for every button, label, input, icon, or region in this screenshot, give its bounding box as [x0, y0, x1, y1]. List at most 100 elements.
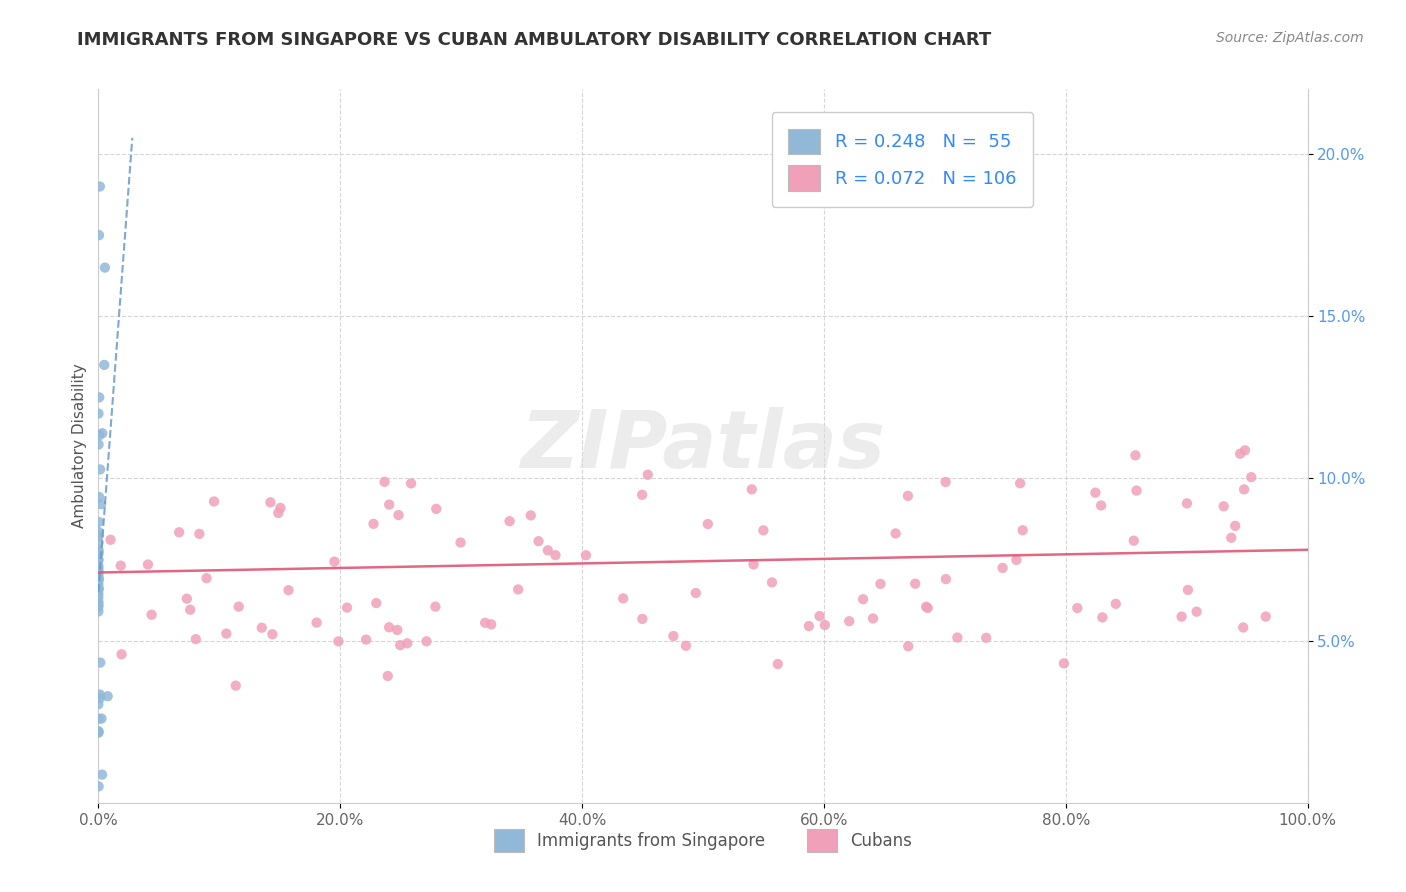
Point [1011, 523, 1033, 537]
Point [87, 582, 110, 596]
Point [1220, 531, 1243, 545]
Point [662, 629, 685, 643]
Point [752, 524, 775, 538]
Point [141, 607, 163, 622]
Point [110, 648, 132, 662]
Point [87, 544, 110, 558]
Point [90, 497, 112, 511]
Point [1091, 610, 1114, 624]
Point [87, 524, 110, 539]
Point [869, 577, 891, 591]
Point [87, 574, 110, 588]
Point [1175, 496, 1198, 510]
Point [1053, 657, 1076, 671]
Point [87, 569, 110, 583]
Point [89, 428, 111, 442]
Text: ZIPatlas: ZIPatlas [520, 407, 886, 485]
Point [87, 552, 110, 566]
Point [378, 498, 401, 512]
Point [1240, 470, 1263, 484]
Point [696, 516, 718, 531]
Point [179, 603, 201, 617]
Point [1122, 533, 1144, 548]
Point [399, 476, 422, 491]
Point [415, 634, 437, 648]
Point [136, 558, 159, 572]
Point [1233, 483, 1256, 497]
Point [685, 586, 707, 600]
Point [1010, 476, 1032, 491]
Point [741, 483, 763, 497]
Point [87, 595, 110, 609]
Point [363, 516, 385, 531]
Legend: Immigrants from Singapore, Cubans: Immigrants from Singapore, Cubans [481, 815, 925, 866]
Point [91, 767, 114, 781]
Point [935, 475, 957, 489]
Point [387, 623, 409, 637]
Point [897, 489, 920, 503]
Point [323, 555, 346, 569]
Point [1005, 553, 1028, 567]
Point [897, 639, 920, 653]
Point [188, 527, 211, 541]
Point [87, 536, 110, 550]
Point [167, 525, 190, 540]
Point [87, 545, 110, 559]
Point [612, 591, 634, 606]
Point [87, 577, 110, 591]
Point [904, 576, 927, 591]
Point [935, 572, 957, 586]
Point [176, 591, 198, 606]
Point [87, 698, 110, 712]
Point [91, 426, 114, 441]
Point [1232, 620, 1254, 634]
Point [110, 558, 132, 573]
Point [884, 526, 907, 541]
Text: Source: ZipAtlas.com: Source: ZipAtlas.com [1216, 31, 1364, 45]
Point [378, 620, 401, 634]
Point [89, 490, 111, 504]
Point [527, 534, 550, 549]
Point [87, 604, 110, 618]
Point [742, 558, 765, 572]
Point [537, 543, 560, 558]
Point [1229, 447, 1251, 461]
Point [366, 596, 388, 610]
Point [631, 488, 654, 502]
Point [974, 631, 997, 645]
Point [94, 260, 117, 275]
Point [215, 626, 238, 640]
Point [377, 669, 399, 683]
Point [87, 553, 110, 567]
Point [267, 506, 290, 520]
Point [1185, 605, 1208, 619]
Y-axis label: Ambulatory Disability: Ambulatory Disability [72, 364, 87, 528]
Point [766, 657, 789, 671]
Point [1212, 500, 1234, 514]
Point [87, 724, 110, 739]
Point [87, 564, 110, 578]
Point [631, 612, 654, 626]
Point [544, 548, 567, 562]
Point [277, 583, 299, 598]
Point [100, 533, 122, 547]
Point [89, 688, 111, 702]
Point [1090, 499, 1112, 513]
Point [87, 572, 110, 586]
Point [838, 614, 860, 628]
Point [87, 725, 110, 739]
Point [259, 495, 281, 509]
Point [915, 599, 938, 614]
Point [87, 587, 110, 601]
Point [1105, 597, 1128, 611]
Point [87, 599, 110, 614]
Point [498, 514, 520, 528]
Point [87, 598, 110, 612]
Point [89, 690, 111, 705]
Point [87, 582, 110, 596]
Point [87, 780, 110, 794]
Point [87, 407, 110, 421]
Point [87, 515, 110, 529]
Point [87, 571, 110, 585]
Point [637, 467, 659, 482]
